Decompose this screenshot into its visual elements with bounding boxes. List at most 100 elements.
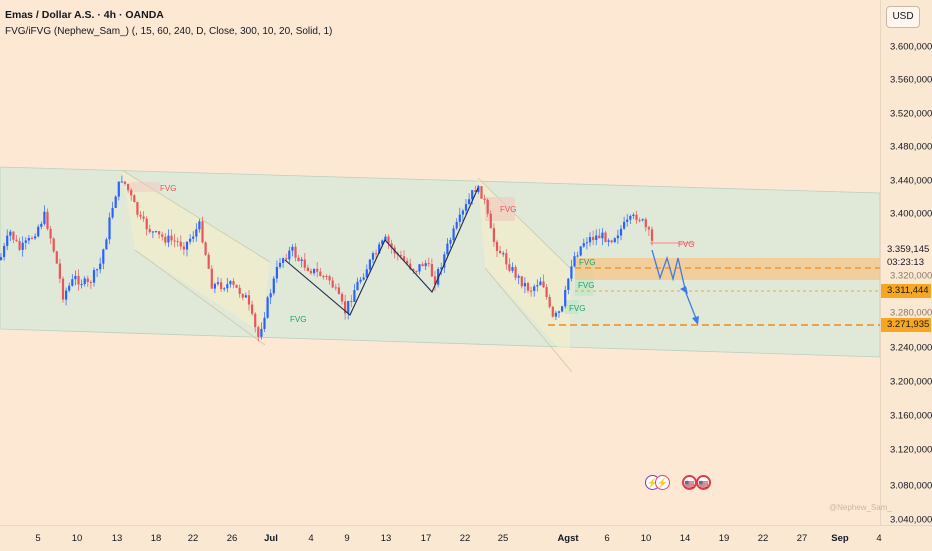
candle-body xyxy=(551,306,554,317)
time-tick: 9 xyxy=(344,533,350,544)
candle-body xyxy=(502,253,505,255)
chart-title[interactable]: Emas / Dollar A.S. · 4h · OANDA xyxy=(5,9,164,21)
candle-body xyxy=(176,241,179,243)
candle-body xyxy=(359,279,362,282)
candle-body xyxy=(0,257,3,260)
channel-line-d xyxy=(484,267,573,373)
time-tick: 13 xyxy=(380,533,392,544)
candle-body xyxy=(629,215,632,220)
candle-body xyxy=(387,236,390,244)
candle-body xyxy=(80,284,83,286)
candle-body xyxy=(83,278,86,285)
currency-button[interactable]: USD xyxy=(886,6,920,28)
time-axis[interactable] xyxy=(0,525,932,551)
candle-body xyxy=(542,281,545,288)
candle-body xyxy=(601,232,604,239)
candle-body xyxy=(18,241,21,250)
candle-body xyxy=(477,186,480,192)
candlestick-series xyxy=(0,175,654,342)
candle-body xyxy=(362,277,365,280)
candle-body xyxy=(254,313,257,328)
level-1-price-tag: 3.311,444 xyxy=(881,284,931,298)
candle-body xyxy=(523,283,526,287)
candle-body xyxy=(539,281,542,286)
candle-body xyxy=(371,253,375,260)
candle-body xyxy=(213,283,216,289)
candle-body xyxy=(353,290,356,302)
candle-body xyxy=(216,282,220,284)
correction-channel-1 xyxy=(122,170,270,333)
candle-body xyxy=(303,259,306,268)
candle-body xyxy=(455,221,458,229)
candle-body xyxy=(291,246,294,251)
candle-body xyxy=(424,263,427,267)
candle-body xyxy=(161,234,164,237)
candle-body xyxy=(641,219,644,221)
candle-body xyxy=(251,304,254,314)
candle-body xyxy=(449,239,452,244)
candle-body xyxy=(638,220,641,222)
candle-body xyxy=(412,268,415,271)
candle-body xyxy=(517,276,520,278)
candle-body xyxy=(266,297,269,318)
candle-body xyxy=(561,306,564,312)
us-flag-icon[interactable]: 🇺🇸 xyxy=(696,475,711,490)
candle-body xyxy=(433,276,437,285)
fvg-label: FVG xyxy=(500,205,517,214)
candle-body xyxy=(644,219,647,228)
price-tick: 3.560,000 xyxy=(890,74,932,86)
candle-body xyxy=(179,241,182,247)
candle-body xyxy=(623,221,626,229)
time-tick: 22 xyxy=(757,533,769,544)
candle-body xyxy=(282,258,285,263)
candle-body xyxy=(43,211,46,224)
time-tick: Jul xyxy=(264,533,278,544)
candle-body xyxy=(285,258,288,260)
candle-body xyxy=(71,279,74,286)
fvg-zone-low-2 xyxy=(565,300,579,314)
candle-body xyxy=(378,244,381,254)
candle-body xyxy=(415,270,418,272)
candle-body xyxy=(548,297,551,307)
candle-body xyxy=(626,219,629,222)
candle-body xyxy=(421,264,424,267)
candle-body xyxy=(86,278,89,283)
candle-body xyxy=(390,243,393,248)
indicator-label[interactable]: FVG/iFVG (Nephew_Sam_) (, 15, 60, 240, D… xyxy=(5,26,333,37)
fvg-zone-high-1 xyxy=(130,182,160,192)
candle-body xyxy=(27,237,30,241)
candle-body xyxy=(117,181,120,197)
candle-body xyxy=(288,250,291,260)
chart-plot-area[interactable] xyxy=(0,0,880,525)
candle-body xyxy=(440,267,443,270)
candle-body xyxy=(607,240,610,242)
candle-body xyxy=(40,223,43,227)
candle-body xyxy=(123,181,127,184)
price-tick: 3.480,000 xyxy=(890,141,932,153)
candle-body xyxy=(15,239,18,242)
candle-body xyxy=(557,311,561,313)
candle-body xyxy=(195,229,198,237)
candle-body xyxy=(99,263,102,270)
candle-body xyxy=(55,251,58,264)
candle-body xyxy=(492,228,495,242)
candle-body xyxy=(322,275,325,277)
us-flag-icon[interactable]: 🇺🇸 xyxy=(682,475,697,490)
candle-body xyxy=(65,290,68,300)
candle-body xyxy=(244,295,247,298)
fvg-label: FVG xyxy=(290,315,307,324)
candle-body xyxy=(278,262,282,267)
candle-body xyxy=(530,290,533,292)
candle-body xyxy=(269,293,272,298)
lightning-icon[interactable]: ⚡ xyxy=(655,475,670,490)
candle-body xyxy=(588,237,592,243)
candle-body xyxy=(306,267,309,271)
candle-body xyxy=(458,214,461,222)
candle-body xyxy=(37,226,40,237)
candle-body xyxy=(114,196,117,208)
candle-body xyxy=(325,276,328,278)
candle-body xyxy=(139,214,142,217)
candle-body xyxy=(483,198,486,200)
candle-body xyxy=(536,285,539,287)
time-tick: 4 xyxy=(876,533,882,544)
